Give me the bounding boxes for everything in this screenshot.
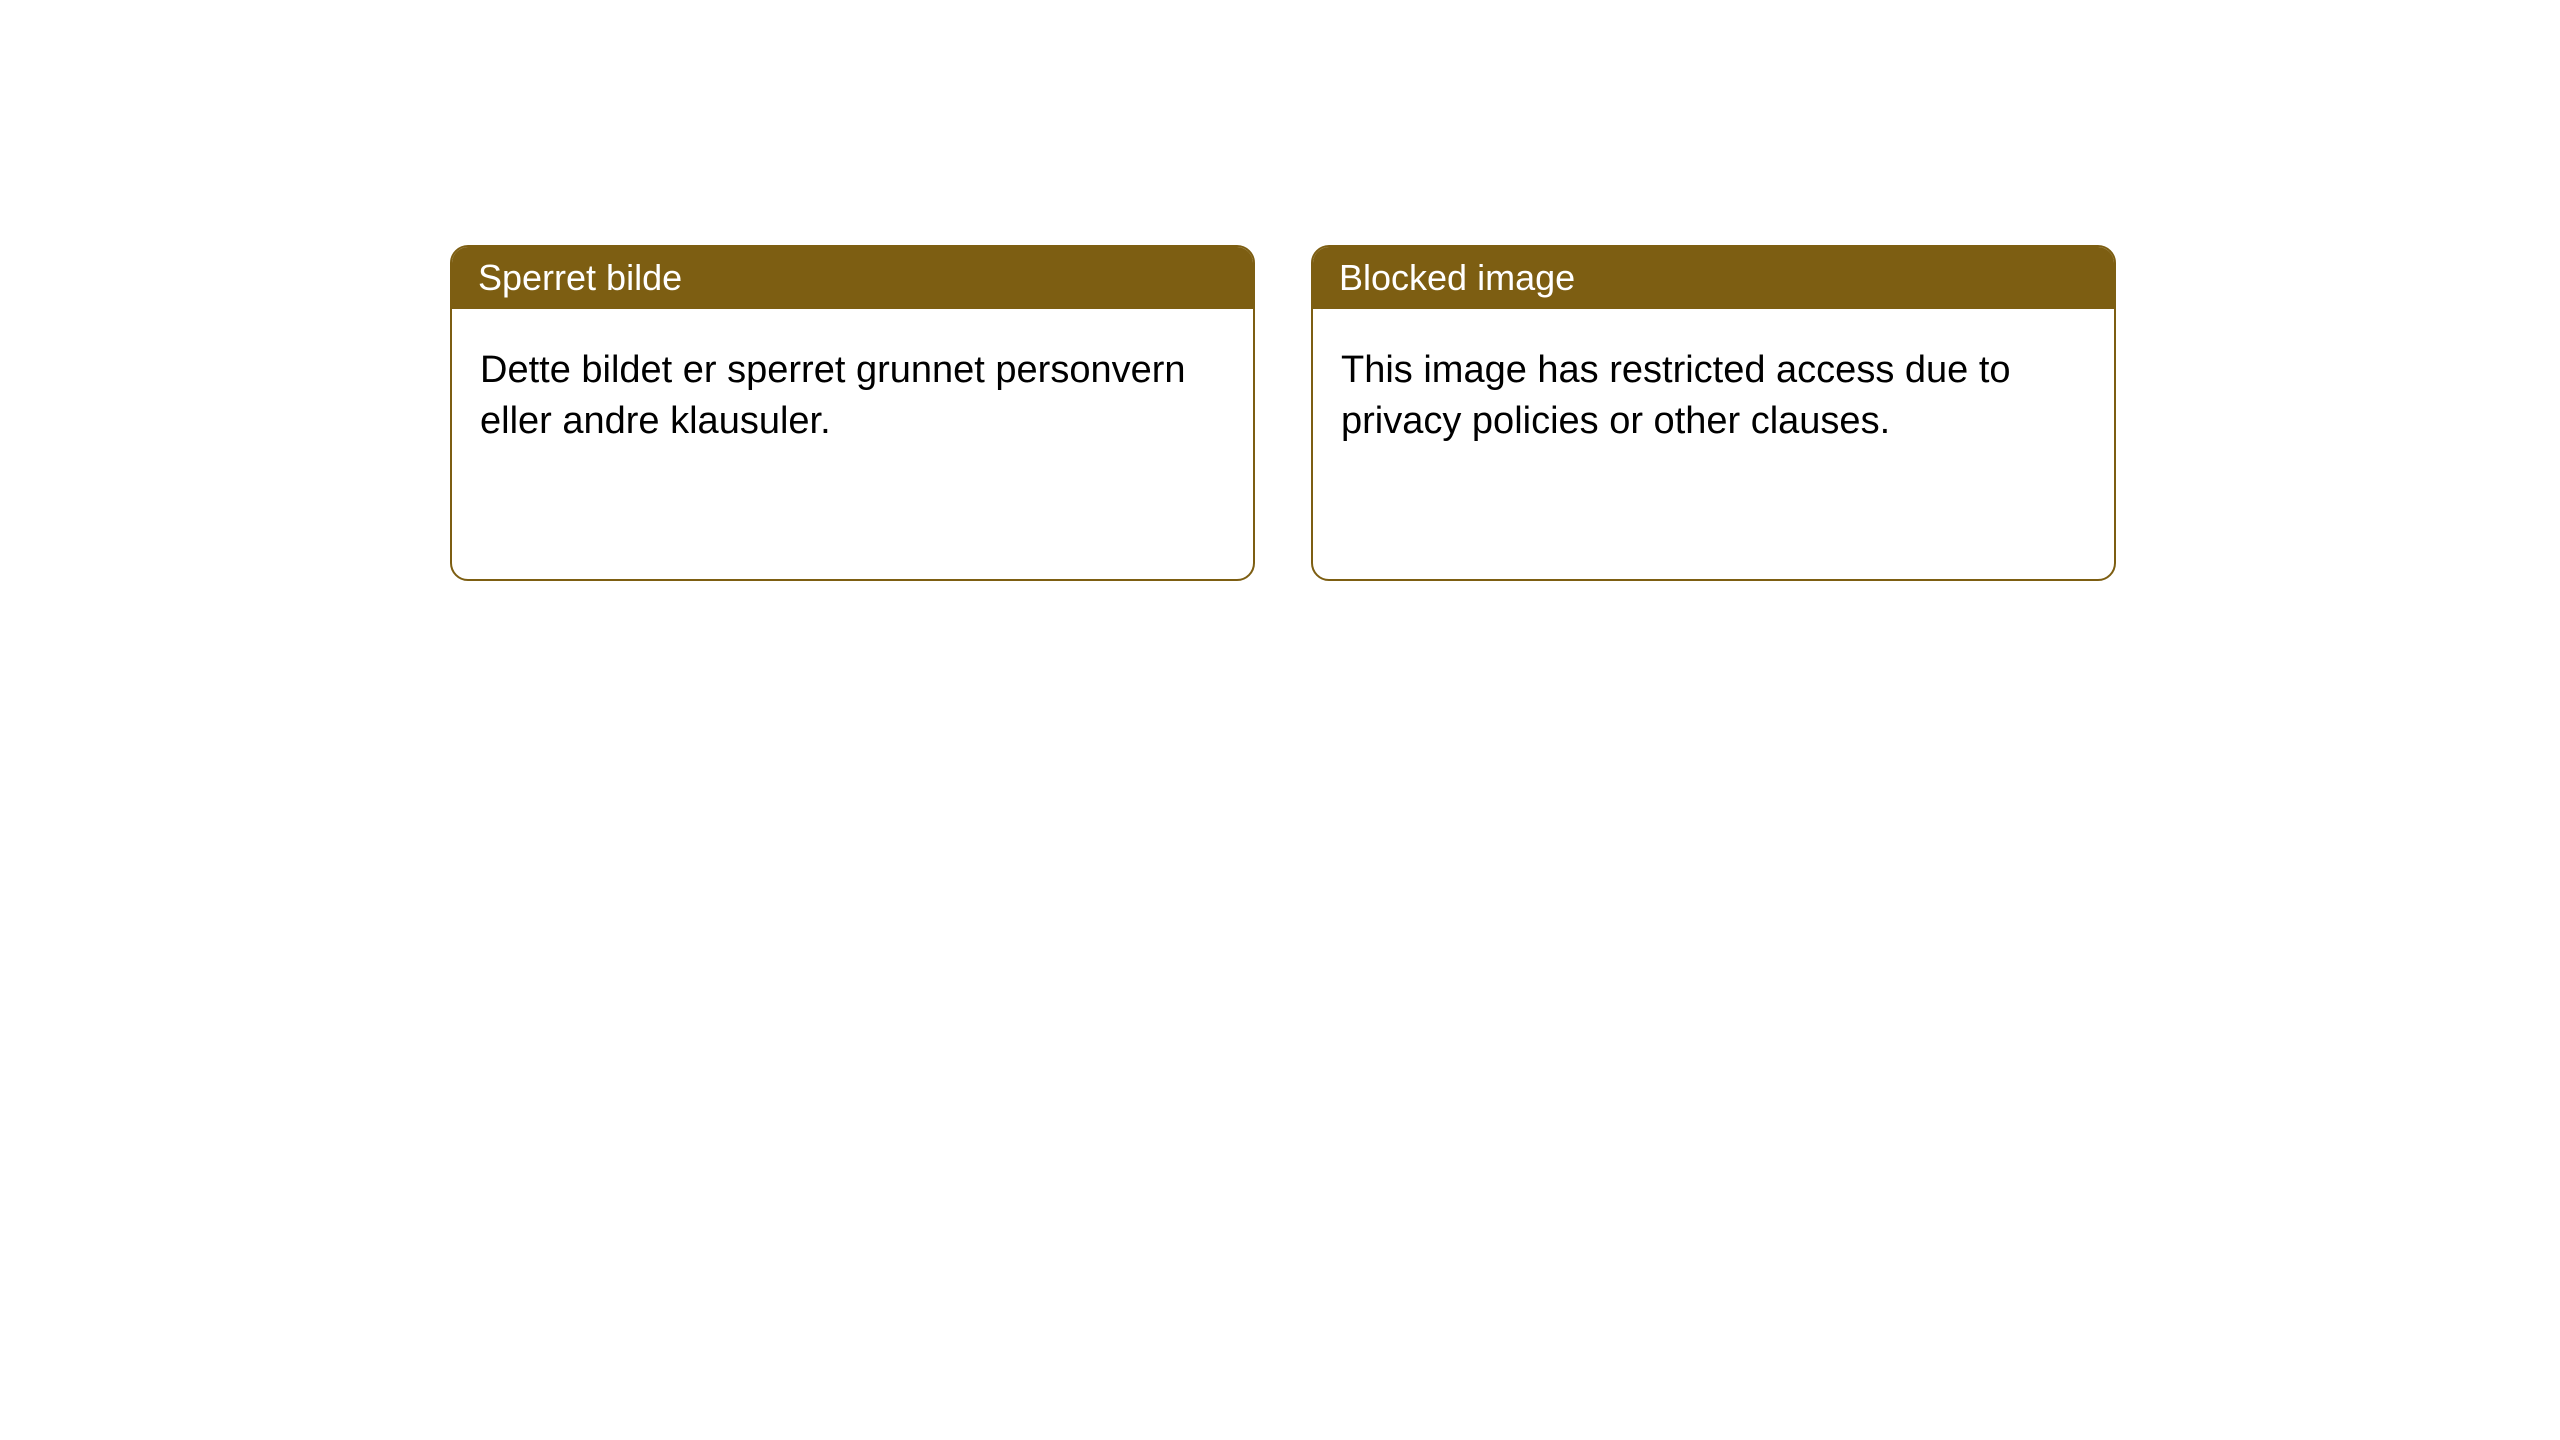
card-body: This image has restricted access due to … <box>1313 309 2114 484</box>
card-body-text: Dette bildet er sperret grunnet personve… <box>480 349 1186 442</box>
card-title: Sperret bilde <box>478 257 682 298</box>
card-body-text: This image has restricted access due to … <box>1341 349 2011 442</box>
blocked-image-card-no: Sperret bilde Dette bildet er sperret gr… <box>450 245 1255 581</box>
card-header: Sperret bilde <box>452 247 1253 309</box>
card-title: Blocked image <box>1339 257 1575 298</box>
notice-cards-row: Sperret bilde Dette bildet er sperret gr… <box>0 0 2560 581</box>
blocked-image-card-en: Blocked image This image has restricted … <box>1311 245 2116 581</box>
card-body: Dette bildet er sperret grunnet personve… <box>452 309 1253 484</box>
card-header: Blocked image <box>1313 247 2114 309</box>
